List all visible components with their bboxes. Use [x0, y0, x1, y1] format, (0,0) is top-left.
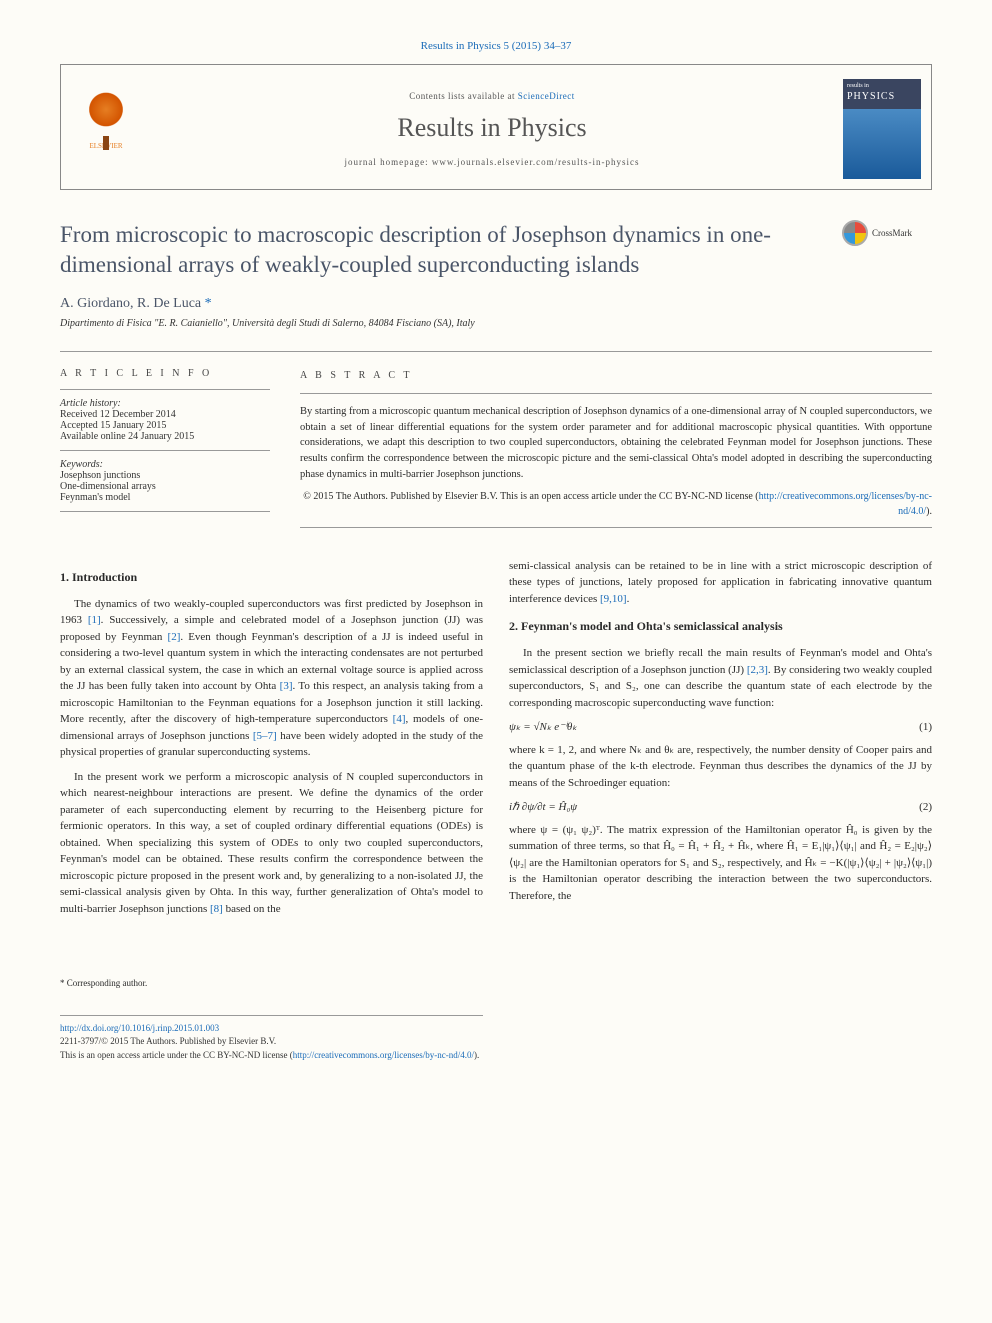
- s2-para-2: where k = 1, 2, and where Nₖ and θₖ are,…: [509, 742, 932, 792]
- accepted-date: Accepted 15 January 2015: [60, 420, 270, 431]
- divider: [300, 393, 932, 394]
- license-link[interactable]: http://creativecommons.org/licenses/by-n…: [759, 491, 932, 517]
- header-center: Contents lists available at ScienceDirec…: [141, 91, 843, 167]
- homepage-url: www.journals.elsevier.com/results-in-phy…: [432, 157, 640, 167]
- author-2: R. De Luca: [137, 296, 201, 311]
- footer: http://dx.doi.org/10.1016/j.rinp.2015.01…: [60, 1015, 483, 1063]
- ref-8[interactable]: [8]: [210, 903, 223, 915]
- copyright-line: © 2015 The Authors. Published by Elsevie…: [300, 489, 932, 519]
- copyright-close: ).: [926, 506, 932, 517]
- copyright-text: © 2015 The Authors. Published by Elsevie…: [303, 491, 758, 502]
- s1-para-3: semi-classical analysis can be retained …: [509, 558, 932, 608]
- journal-header: ELSEVIER Contents lists available at Sci…: [60, 64, 932, 190]
- eq2-num: (2): [919, 799, 932, 816]
- divider: [300, 527, 932, 528]
- received-date: Received 12 December 2014: [60, 409, 270, 420]
- contents-line: Contents lists available at ScienceDirec…: [161, 91, 823, 101]
- abstract-text: By starting from a microscopic quantum m…: [300, 404, 932, 483]
- journal-name: Results in Physics: [161, 113, 823, 143]
- sciencedirect-link[interactable]: ScienceDirect: [518, 91, 575, 101]
- abstract: A B S T R A C T By starting from a micro…: [300, 368, 932, 528]
- s2-para-1: In the present section we briefly recall…: [509, 645, 932, 711]
- elsevier-logo: ELSEVIER: [71, 92, 141, 167]
- footer-license-link[interactable]: http://creativecommons.org/licenses/by-n…: [293, 1050, 474, 1060]
- eq2-expr: iℏ ∂ψ/∂t = Ĥ₀ψ: [509, 799, 577, 816]
- corresponding-star[interactable]: *: [201, 296, 212, 311]
- homepage-line: journal homepage: www.journals.elsevier.…: [161, 157, 823, 167]
- keyword-2: One-dimensional arrays: [60, 481, 270, 492]
- ref-1[interactable]: [1]: [88, 614, 101, 626]
- abstract-heading: A B S T R A C T: [300, 368, 932, 383]
- page: Results in Physics 5 (2015) 34–37 ELSEVI…: [0, 0, 992, 1323]
- keywords-label: Keywords:: [60, 459, 270, 470]
- crossmark-badge[interactable]: CrossMark: [842, 220, 932, 246]
- history-label: Article history:: [60, 398, 270, 409]
- journal-cover-thumb: results in PHYSICS: [843, 79, 921, 179]
- divider: [60, 389, 270, 390]
- crossmark-label: CrossMark: [872, 228, 912, 238]
- doi-link[interactable]: http://dx.doi.org/10.1016/j.rinp.2015.01…: [60, 1023, 219, 1033]
- authors: A. Giordano, R. De Luca *: [60, 296, 932, 312]
- body-columns: 1. Introduction The dynamics of two weak…: [60, 558, 932, 1063]
- author-1: A. Giordano,: [60, 296, 137, 311]
- info-abstract-row: A R T I C L E I N F O Article history: R…: [60, 351, 932, 528]
- equation-1: ψₖ = √Nₖ e⁻ⁱθₖ (1): [509, 719, 932, 736]
- top-citation: Results in Physics 5 (2015) 34–37: [60, 40, 932, 52]
- issn-line: 2211-3797/© 2015 The Authors. Published …: [60, 1036, 276, 1046]
- divider: [60, 450, 270, 451]
- elsevier-tree-icon: [81, 92, 131, 142]
- s2-para-3: where ψ = (ψ₁ ψ₂)ᵀ. The matrix expressio…: [509, 822, 932, 905]
- article-title: From microscopic to macroscopic descript…: [60, 220, 822, 280]
- contents-prefix: Contents lists available at: [409, 91, 517, 101]
- divider: [60, 511, 270, 512]
- license-close: ).: [474, 1050, 479, 1060]
- article-info: A R T I C L E I N F O Article history: R…: [60, 368, 270, 528]
- ref-5-7[interactable]: [5–7]: [253, 730, 277, 742]
- ref-2[interactable]: [2]: [168, 631, 181, 643]
- keyword-3: Feynman's model: [60, 492, 270, 503]
- info-heading: A R T I C L E I N F O: [60, 368, 270, 379]
- keyword-1: Josephson junctions: [60, 470, 270, 481]
- homepage-prefix: journal homepage:: [344, 157, 431, 167]
- ref-3[interactable]: [3]: [280, 680, 293, 692]
- ref-2-3[interactable]: [2,3]: [747, 664, 768, 676]
- section-2-title: 2. Feynman's model and Ohta's semiclassi…: [509, 617, 932, 635]
- online-date: Available online 24 January 2015: [60, 431, 270, 442]
- ref-9-10[interactable]: [9,10]: [600, 593, 627, 605]
- eq1-num: (1): [919, 719, 932, 736]
- cover-title: PHYSICS: [847, 91, 917, 102]
- title-row: From microscopic to macroscopic descript…: [60, 220, 932, 280]
- cover-subtitle: results in: [847, 83, 917, 89]
- section-1-title: 1. Introduction: [60, 568, 483, 586]
- ref-4[interactable]: [4]: [393, 713, 406, 725]
- affiliation: Dipartimento di Fisica "E. R. Caianiello…: [60, 318, 932, 329]
- s1-para-1: The dynamics of two weakly-coupled super…: [60, 596, 483, 761]
- crossmark-icon: [842, 220, 868, 246]
- s1-para-2: In the present work we perform a microsc…: [60, 769, 483, 918]
- corresponding-note: * Corresponding author.: [60, 977, 483, 991]
- equation-2: iℏ ∂ψ/∂t = Ĥ₀ψ (2): [509, 799, 932, 816]
- license-text: This is an open access article under the…: [60, 1050, 293, 1060]
- eq1-expr: ψₖ = √Nₖ e⁻ⁱθₖ: [509, 719, 577, 736]
